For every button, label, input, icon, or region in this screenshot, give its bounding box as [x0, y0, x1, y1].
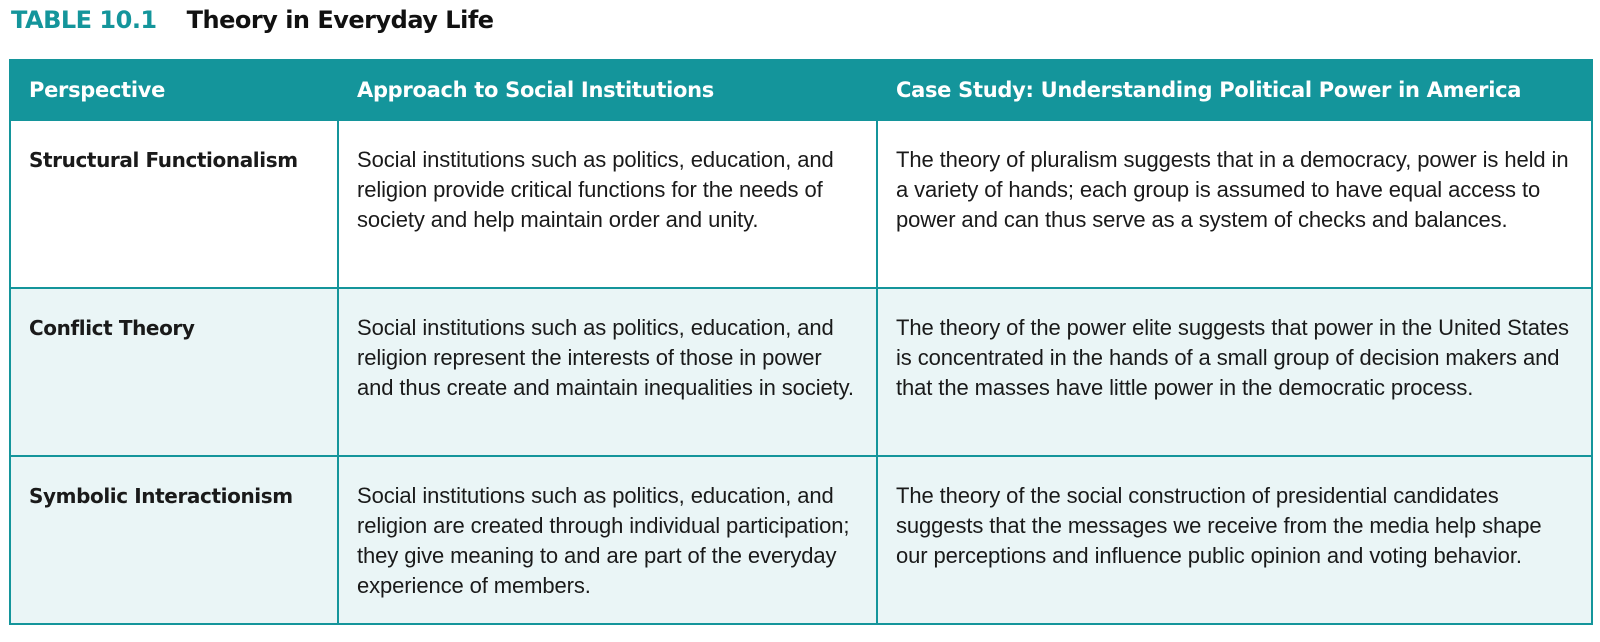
- approach-cell: Social institutions such as politics, ed…: [337, 455, 878, 625]
- header-approach: Approach to Social Institutions: [337, 59, 878, 121]
- case-study-cell: The theory of the social construction of…: [876, 455, 1593, 625]
- table-row: Symbolic Interactionism Social instituti…: [9, 455, 1593, 625]
- header-row: Perspective Approach to Social Instituti…: [9, 59, 1593, 121]
- approach-cell: Social institutions such as politics, ed…: [337, 119, 878, 289]
- perspective-cell: Conflict Theory: [9, 287, 339, 457]
- header-case-study: Case Study: Understanding Political Powe…: [876, 59, 1593, 121]
- perspective-cell: Symbolic Interactionism: [9, 455, 339, 625]
- table-caption: TABLE 10.1 Theory in Everyday Life: [11, 2, 494, 38]
- case-study-cell: The theory of the power elite suggests t…: [876, 287, 1593, 457]
- perspective-cell: Structural Functionalism: [9, 119, 339, 289]
- table-title: Theory in Everyday Life: [186, 6, 494, 34]
- case-study-cell: The theory of pluralism suggests that in…: [876, 119, 1593, 289]
- theory-table: Perspective Approach to Social Instituti…: [9, 59, 1593, 625]
- table-body: Structural Functionalism Social institut…: [9, 119, 1593, 625]
- header-perspective: Perspective: [9, 59, 339, 121]
- table-header: Perspective Approach to Social Instituti…: [9, 59, 1593, 121]
- table-row: Conflict Theory Social institutions such…: [9, 287, 1593, 457]
- approach-cell: Social institutions such as politics, ed…: [337, 287, 878, 457]
- table-row: Structural Functionalism Social institut…: [9, 119, 1593, 289]
- table-number: TABLE 10.1: [11, 6, 157, 34]
